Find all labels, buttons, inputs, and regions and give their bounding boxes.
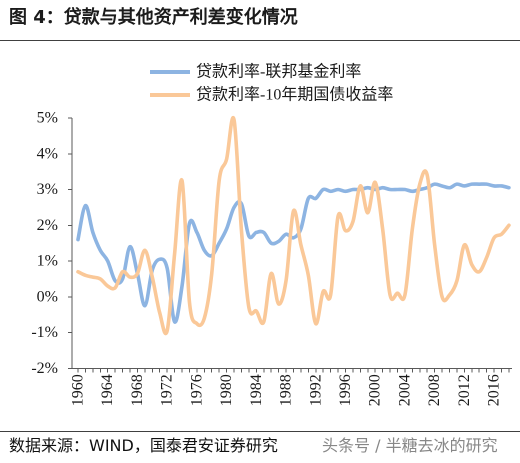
legend-item-treasury-10y-spread: 贷款利率-10年期国债收益率 — [150, 86, 393, 104]
x-tick-label: 1968 — [129, 374, 146, 406]
x-tick-label: 1996 — [337, 374, 354, 406]
series-line-treasury-10y-spread — [76, 115, 511, 336]
x-tick-label: 2008 — [426, 374, 443, 406]
y-tick-label: 2% — [37, 217, 58, 234]
legend-item-fed-funds-spread: 贷款利率-联邦基金利率 — [150, 63, 361, 81]
series-line-fed-funds-spread — [76, 182, 511, 324]
source-divider — [0, 431, 520, 432]
x-tick-label: 2012 — [456, 374, 473, 406]
x-tick-label: 2004 — [396, 374, 413, 406]
x-tick-label: 1964 — [99, 374, 116, 406]
y-tick-label: 3% — [37, 181, 58, 198]
axes: 5% 4% 3% 2% 1% 0% -1% -2% 1960 1964 1968 1972 1976 19… — [31, 110, 512, 406]
y-tick-label: -1% — [31, 324, 58, 341]
y-tick-label: 5% — [37, 110, 58, 127]
x-tick-label: 2000 — [367, 374, 384, 406]
y-tick-label: 0% — [37, 288, 58, 305]
title-divider — [0, 40, 520, 41]
x-tick-label: 1960 — [70, 374, 87, 406]
watermark: 头条号 / 半糖去冰的研究 — [322, 436, 498, 455]
x-tick-label: 2016 — [486, 374, 503, 406]
plot-series — [76, 115, 511, 336]
x-tick-label: 1992 — [307, 374, 324, 406]
y-tick-label: 4% — [37, 145, 58, 162]
x-tick-label: 1972 — [159, 374, 176, 406]
figure-title: 图 4：贷款与其他资产利差变化情况 — [9, 7, 298, 28]
y-tick-label: -2% — [31, 360, 58, 377]
legend-label-treasury-10y-spread: 贷款利率-10年期国债收益率 — [196, 86, 393, 104]
x-tick-label: 1976 — [188, 374, 205, 406]
source-note: 数据来源：WIND，国泰君安证券研究 — [9, 436, 278, 455]
x-tick-label: 1980 — [218, 374, 235, 406]
y-tick-label: 1% — [37, 253, 58, 270]
legend: 贷款利率-联邦基金利率 贷款利率-10年期国债收益率 — [150, 63, 393, 104]
legend-label-fed-funds-spread: 贷款利率-联邦基金利率 — [196, 63, 361, 81]
x-tick-label: 1984 — [248, 374, 265, 406]
x-tick-label: 1988 — [278, 374, 295, 406]
